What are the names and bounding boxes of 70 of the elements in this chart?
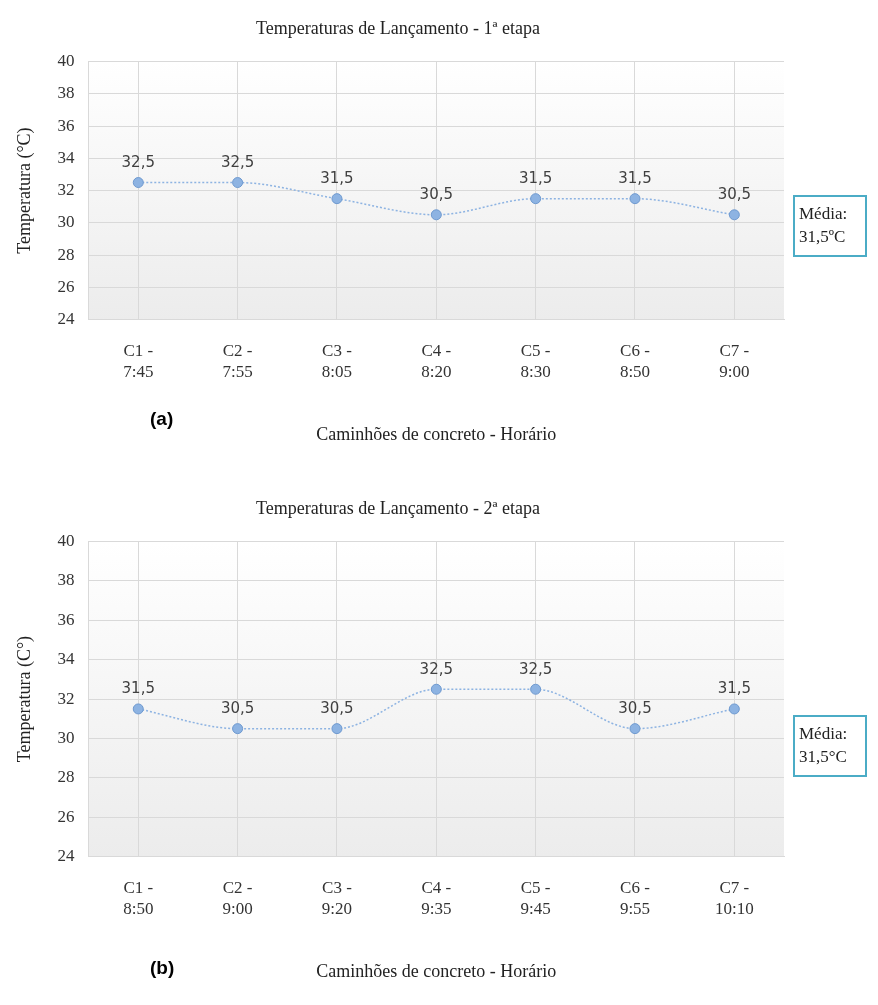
x-tick-label: C5 - 9:45 (520, 878, 551, 918)
data-label: 32,5 (419, 659, 453, 678)
y-tick-label: 38 (57, 570, 75, 590)
x-tick-label: C2 - 7:55 (222, 341, 253, 381)
data-label: 32,5 (518, 659, 553, 678)
data-label: 31,5 (618, 169, 652, 188)
y-tick-label: 24 (57, 309, 76, 329)
y-tick-label: 32 (57, 180, 75, 200)
x-tick-label: C6 - 9:55 (619, 878, 651, 918)
text: Média: 31,5°C (793, 715, 867, 777)
point (430, 209, 442, 221)
point (629, 193, 641, 205)
text: (b) (150, 957, 175, 979)
x-tick-label: C4 - 9:35 (421, 878, 452, 918)
x-tick-label: C1 - 8:50 (123, 878, 154, 918)
data-label: 30,5 (717, 185, 752, 204)
point (530, 683, 542, 695)
y-tick-label: 34 (57, 147, 76, 167)
x-tick-label: C1 - 7:45 (123, 341, 154, 381)
y-tick-label: 28 (57, 244, 75, 264)
y-tick-label: 40 (57, 51, 75, 71)
chart-title: Temperaturas de Lançamento - 2ª etapa (255, 497, 541, 518)
y-tick-label: 38 (57, 83, 75, 103)
x-tick-label: C6 - 8:50 (619, 341, 651, 381)
x-axis-title: Caminhões de concreto - Horário (316, 423, 557, 444)
y-tick-label: 26 (57, 806, 75, 826)
text: Média: 31,5ºC (793, 195, 867, 257)
data-label: 30,5 (618, 699, 652, 718)
point (232, 177, 244, 189)
x-tick-label: C5 - 8:30 (520, 341, 551, 381)
point (728, 209, 740, 221)
point (530, 193, 542, 205)
point (629, 723, 641, 735)
y-tick-label: 36 (57, 609, 75, 629)
point (232, 723, 244, 735)
x-axis-title: Caminhões de concreto - Horário (316, 960, 557, 981)
y-tick-label: 36 (57, 115, 75, 135)
y-tick-label: 30 (57, 212, 75, 232)
x-tick-label: C2 - 9:00 (222, 878, 253, 918)
y-tick-label: 30 (57, 727, 75, 747)
y-tick-label: 32 (57, 688, 75, 708)
y-tick-label: 34 (57, 649, 76, 669)
y-tick-label: 24 (57, 846, 76, 866)
x-tick-label: C3 - 9:20 (321, 878, 353, 918)
data-label: 30,5 (419, 185, 453, 204)
point (331, 723, 343, 735)
data-label: 32,5 (121, 152, 155, 171)
data-label: 30,5 (220, 699, 255, 718)
x-tick-label: C4 - 8:20 (421, 341, 452, 381)
point (331, 193, 343, 205)
data-label: 31,5 (717, 679, 752, 698)
data-label: 30,5 (320, 699, 354, 718)
y-axis-title: Temperatura (C°) (13, 635, 35, 763)
point (728, 703, 740, 715)
point (132, 703, 144, 715)
y-tick-label: 28 (57, 767, 75, 787)
point (430, 683, 442, 695)
data-label: 31,5 (121, 679, 155, 698)
x-tick-label: C7 - 9:00 (719, 341, 750, 381)
y-axis-title: Temperatura (°C) (13, 127, 35, 254)
point (132, 177, 144, 189)
chart-title: Temperaturas de Lançamento - 1ª etapa (255, 17, 541, 38)
y-tick-label: 26 (57, 276, 75, 296)
y-tick-label: 40 (57, 531, 75, 551)
data-label: 31,5 (518, 169, 553, 188)
text: (a) (150, 408, 174, 430)
x-tick-label: C3 - 8:05 (321, 341, 353, 381)
x-tick-label: C7 - 10:10 (714, 878, 754, 918)
data-label: 31,5 (320, 169, 354, 188)
data-label: 32,5 (220, 152, 255, 171)
